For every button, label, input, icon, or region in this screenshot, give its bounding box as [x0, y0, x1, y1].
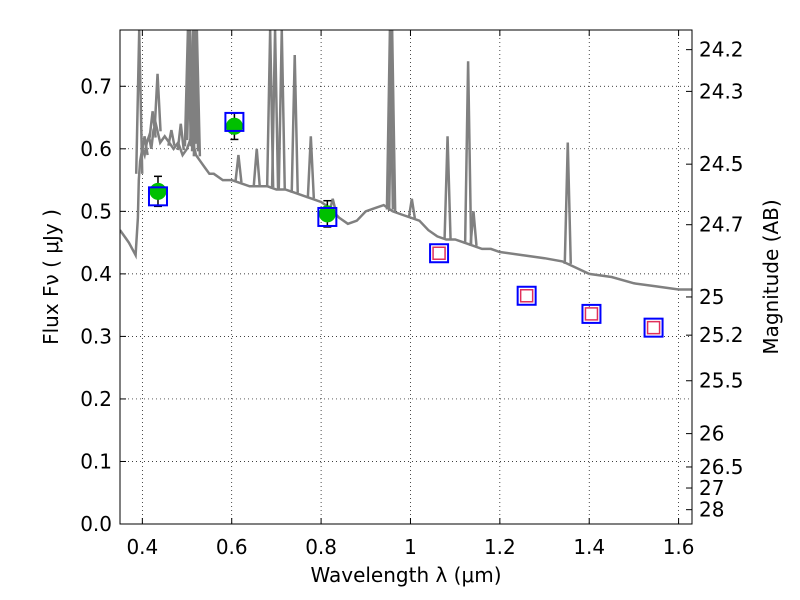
model-flux-square: [643, 317, 664, 338]
emission-line-spike: [277, 30, 287, 190]
mag-tick-label: 26.5: [699, 455, 744, 479]
mag-tick-label: 25.5: [699, 369, 744, 393]
x-tick-label: 1.2: [484, 535, 516, 559]
emission-line-spike: [190, 30, 200, 152]
upper-limit-square: [519, 289, 534, 303]
model-flux-square: [317, 206, 338, 227]
emission-line-spike: [140, 136, 149, 156]
mag-tick-label: 28: [699, 498, 724, 522]
y-tick-label: 0.0: [80, 512, 112, 536]
y-tick-label: 0.7: [80, 74, 112, 98]
upper-limit-square: [584, 307, 599, 321]
emission-line-spike: [463, 61, 473, 245]
emission-line-spike: [407, 198, 417, 219]
emission-line-spike: [385, 30, 395, 210]
emission-line-spike: [134, 30, 144, 174]
upper-limit-square: [646, 320, 661, 335]
emission-line-spike: [183, 30, 193, 147]
emission-line-spike: [306, 136, 316, 199]
emission-line-spike: [563, 142, 573, 264]
y-tick-label: 0.4: [80, 262, 112, 286]
emission-line-spike: [443, 136, 452, 240]
mag-tick-label: 24.5: [699, 152, 744, 176]
y-tick-label: 0.5: [80, 199, 112, 223]
model-flux-square: [581, 303, 602, 324]
x-tick-label: 0.4: [126, 535, 158, 559]
upper-limit-square: [432, 246, 446, 260]
x-tick-label: 1.6: [663, 535, 695, 559]
emission-line-spike: [234, 154, 243, 183]
emission-line-spike: [153, 73, 162, 132]
y-tick-label: 0.6: [80, 137, 112, 161]
y-tick-label: 0.2: [80, 387, 112, 411]
mag-tick-label: 25.2: [699, 323, 744, 347]
x-axis-label: Wavelength λ (μm): [310, 563, 501, 587]
model-flux-square: [147, 186, 168, 207]
x-tick-label: 1: [404, 535, 417, 559]
emission-line-spike: [176, 123, 186, 151]
model-flux-square: [516, 285, 537, 306]
emission-line-spike: [167, 129, 176, 146]
mag-tick-label: 24.3: [699, 79, 744, 103]
x-tick-label: 0.6: [216, 535, 248, 559]
mag-tick-label: 24.2: [699, 38, 744, 62]
y-axis-right-label: Magnitude (AB): [759, 199, 783, 354]
axis-ticks: 0.4 0.6 0.8 1 1.2 1.4 1.6 0.0 0.1 0.2 0.3 0.4 0.5 0.6…: [80, 30, 744, 559]
x-tick-label: 1.4: [573, 535, 605, 559]
emission-line-spike: [290, 54, 299, 193]
data-markers: [147, 111, 664, 338]
plot-frame: [119, 29, 693, 525]
emission-line-spike: [387, 30, 397, 212]
emission-line-spike: [270, 30, 280, 190]
model-flux-square: [224, 111, 245, 132]
model-flux-square: [429, 243, 450, 264]
observed-flux-point: [149, 182, 167, 200]
mag-tick-label: 26: [699, 422, 724, 446]
y-tick-label: 0.3: [80, 324, 112, 348]
x-tick-label: 0.8: [305, 535, 337, 559]
emission-line-spike: [192, 30, 202, 157]
mag-tick-label: 25: [699, 285, 724, 309]
y-axis-label: Flux Fν ( μJy ): [39, 209, 63, 345]
emission-line-spike: [469, 211, 478, 246]
plot-area: [120, 30, 692, 291]
emission-line-spike: [252, 148, 261, 187]
mag-tick-label: 27: [699, 476, 724, 500]
y-tick-label: 0.1: [80, 449, 112, 473]
mag-tick-label: 24.7: [699, 213, 744, 237]
